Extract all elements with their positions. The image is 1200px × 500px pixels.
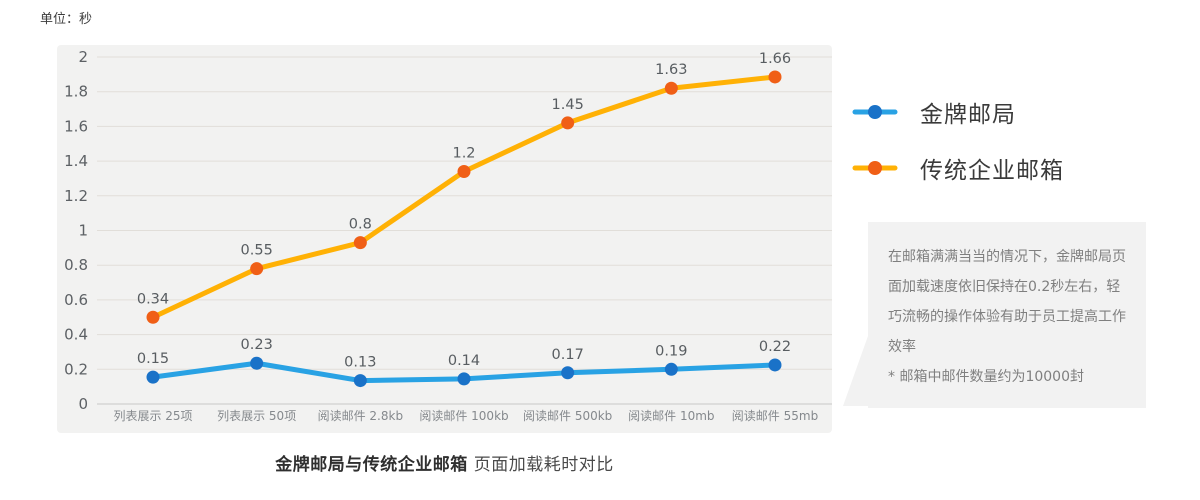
series-0: 0.15 0.23 0.13 0.14 0.17 0.19 0.22 xyxy=(137,337,791,388)
data-point xyxy=(561,116,575,130)
data-point xyxy=(664,81,678,95)
legend-item-traditional: 传统企业邮箱 xyxy=(852,152,1064,184)
y-tick-label: 0.6 xyxy=(64,291,88,309)
data-point xyxy=(457,372,471,386)
data-label: 0.23 xyxy=(241,337,273,353)
caption-subtitle: 页面加载耗时对比 xyxy=(473,455,614,475)
y-tick-label: 1.6 xyxy=(64,117,88,135)
data-label: 0.34 xyxy=(137,291,169,307)
data-point xyxy=(664,362,678,376)
data-point xyxy=(146,310,160,324)
y-tick-label: 0.4 xyxy=(64,326,88,344)
legend-swatch-blue-line-icon xyxy=(852,105,898,119)
y-tick-label: 1 xyxy=(78,222,88,240)
chart-caption: 金牌邮局与传统企业邮箱 页面加载耗时对比 xyxy=(57,450,832,475)
y-tick-label: 0 xyxy=(78,395,88,413)
series-line xyxy=(150,74,778,320)
data-point xyxy=(353,236,367,250)
note-box-tail xyxy=(843,336,868,406)
x-category-label: 列表展示 50项 xyxy=(217,409,296,423)
data-label: 0.14 xyxy=(448,353,480,369)
y-tick-label: 0.8 xyxy=(64,256,88,274)
data-point xyxy=(768,70,782,84)
y-axis-unit-label: 单位：秒 xyxy=(40,12,93,27)
note-footnote: * 邮箱中邮件数量约为10000封 xyxy=(888,369,1084,385)
legend-label-traditional: 传统企业邮箱 xyxy=(920,158,1064,184)
data-point xyxy=(146,370,160,384)
x-category-label: 列表展示 25项 xyxy=(113,409,192,423)
y-tick-label: 1.4 xyxy=(64,152,88,170)
x-category-label: 阅读邮件 100kb xyxy=(419,409,508,423)
y-axis-tick-labels: 0 0.2 0.4 0.6 0.8 1 1.2 1.4 1.6 1.8 2 xyxy=(64,48,88,413)
y-tick-label: 2 xyxy=(78,48,88,66)
caption-title: 金牌邮局与传统企业邮箱 xyxy=(275,455,468,475)
data-label: 0.17 xyxy=(552,347,584,363)
data-label: 1.45 xyxy=(552,97,584,113)
y-tick-label: 1.8 xyxy=(64,83,88,101)
x-category-label: 阅读邮件 55mb xyxy=(732,409,818,423)
data-label: 0.13 xyxy=(344,355,376,371)
legend-swatch-orange-line-icon xyxy=(852,161,898,175)
data-label: 0.15 xyxy=(137,351,169,367)
x-category-label: 阅读邮件 500kb xyxy=(523,409,612,423)
note-paragraph: 在邮箱满满当当的情况下，金牌邮局页面加载速度依旧保持在0.2秒左右，轻巧流畅的操… xyxy=(888,249,1126,355)
data-label: 0.55 xyxy=(241,243,273,259)
y-tick-label: 0.2 xyxy=(64,360,88,378)
x-axis-labels: 列表展示 25项 列表展示 50项 阅读邮件 2.8kb 阅读邮件 100kb 阅读邮件… xyxy=(113,409,818,423)
data-point xyxy=(561,366,575,380)
data-point xyxy=(457,165,471,179)
data-point xyxy=(768,358,782,372)
legend-label-goldmail: 金牌邮局 xyxy=(920,102,1016,128)
data-label: 0.19 xyxy=(655,343,687,359)
legend-item-goldmail: 金牌邮局 xyxy=(852,96,1064,128)
data-label: 1.2 xyxy=(452,146,475,162)
data-label: 1.66 xyxy=(759,51,791,67)
data-point xyxy=(250,262,264,276)
data-point xyxy=(250,356,264,370)
data-label: 0.8 xyxy=(349,217,372,233)
data-label: 1.63 xyxy=(655,62,687,78)
y-tick-label: 1.2 xyxy=(64,187,88,205)
chart-panel: 0 0.2 0.4 0.6 0.8 1 1.2 1.4 1.6 1.8 2 列表展示 25项 列表展示 … xyxy=(57,45,832,433)
data-point xyxy=(353,374,367,388)
series-1: 0.34 0.55 0.8 1.2 1.45 1.63 1.66 xyxy=(137,51,791,324)
x-category-label: 阅读邮件 10mb xyxy=(628,409,714,423)
x-category-label: 阅读邮件 2.8kb xyxy=(318,409,403,423)
chart-legend: 金牌邮局 传统企业邮箱 xyxy=(852,96,1064,184)
note-box: 在邮箱满满当当的情况下，金牌邮局页面加载速度依旧保持在0.2秒左右，轻巧流畅的操… xyxy=(843,222,1146,408)
data-label: 0.22 xyxy=(759,339,791,355)
